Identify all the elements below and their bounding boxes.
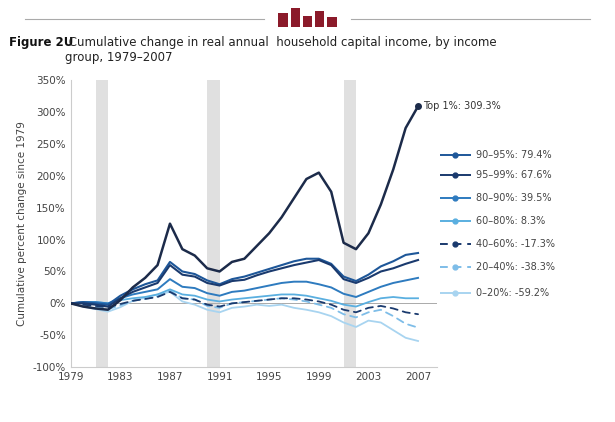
Text: 20–40%: -38.3%: 20–40%: -38.3% [476,262,555,272]
Text: 80–90%: 39.5%: 80–90%: 39.5% [476,193,552,203]
Text: 40–60%: -17.3%: 40–60%: -17.3% [476,239,555,249]
Text: Figure 2U: Figure 2U [9,36,74,49]
Text: Top 1%: 309.3%: Top 1%: 309.3% [423,101,501,111]
Bar [315,11,325,27]
Text: 95–99%: 67.6%: 95–99%: 67.6% [476,170,552,180]
Bar [327,17,337,27]
Bar [95,80,108,367]
Text: 0–20%: -59.2%: 0–20%: -59.2% [476,287,549,298]
Bar [344,80,356,367]
Bar [303,16,312,27]
Bar [278,14,288,27]
Bar [207,80,220,367]
Text: 60–80%: 8.3%: 60–80%: 8.3% [476,216,545,226]
Text: Cumulative change in real annual  household capital income, by income
group, 197: Cumulative change in real annual househo… [65,36,496,64]
Text: 90–95%: 79.4%: 90–95%: 79.4% [476,150,552,160]
Bar [290,8,300,27]
Y-axis label: Cumulative percent change since 1979: Cumulative percent change since 1979 [17,121,27,326]
